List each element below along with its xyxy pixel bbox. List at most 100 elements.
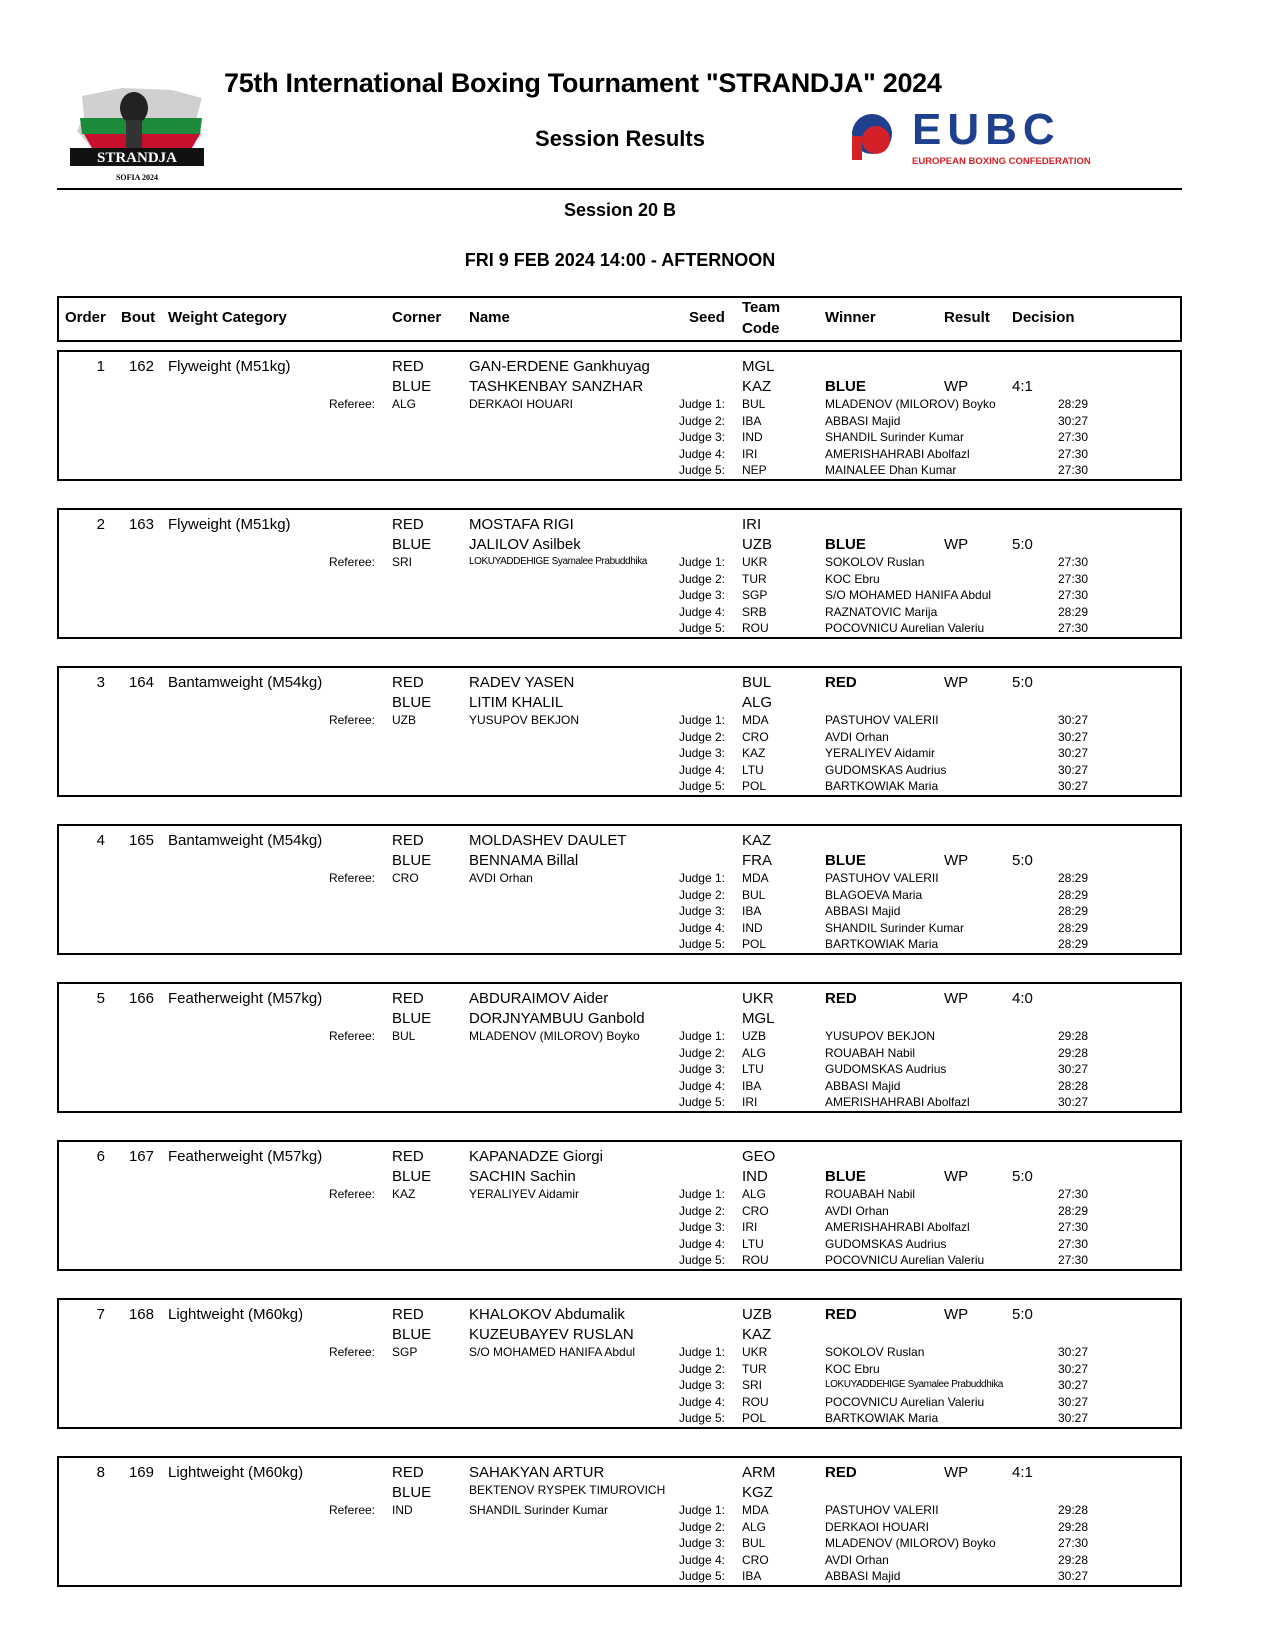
judge-label: Judge 1: — [678, 1503, 725, 1517]
judge-name: BARTKOWIAK Maria — [825, 1411, 939, 1425]
judge-name: DERKAOI HOUARI — [825, 1519, 930, 1534]
judge-country: IBA — [742, 904, 762, 918]
judge-score: 28:29 — [1057, 604, 1088, 619]
col-seed: Seed — [689, 309, 725, 326]
referee-name: LOKUYADDEHIGE Syamalee Prabuddhika — [469, 556, 647, 567]
red-team-code: KAZ — [742, 832, 772, 849]
judge-label: Judge 5: — [678, 463, 725, 477]
referee-name: S/O MOHAMED HANIFA Abdul — [469, 1345, 636, 1359]
judge-name: SHANDIL Surinder Kumar — [825, 920, 964, 935]
judge-label: Judge 4: — [678, 1394, 725, 1409]
judge-name: PASTUHOV VALERII — [825, 713, 939, 727]
judge-score: 29:28 — [1057, 1552, 1088, 1567]
referee-country: IND — [392, 1503, 413, 1517]
referee-label: Referee: — [328, 1345, 375, 1359]
blue-boxer-name: BEKTENOV RYSPEK TIMUROVICH — [469, 1483, 666, 1497]
decision: 5:0 — [1012, 1306, 1033, 1323]
referee-name: MLADENOV (MILOROV) Boyko — [469, 1029, 640, 1043]
referee-label: Referee: — [328, 1029, 375, 1043]
judge-country: SGP — [742, 588, 768, 602]
red-corner: RED — [392, 1464, 424, 1481]
judge-label: Judge 3: — [678, 1062, 725, 1076]
judge-label: Judge 4: — [678, 446, 725, 461]
header-divider — [57, 188, 1182, 190]
weight-category: Bantamweight (M54kg) — [168, 674, 323, 691]
judge-label: Judge 5: — [678, 1569, 725, 1583]
judge-score: 30:27 — [1057, 413, 1088, 428]
weight-category: Lightweight (M60kg) — [168, 1306, 304, 1323]
judge-score: 27:30 — [1057, 1187, 1088, 1201]
judge-score: 30:27 — [1057, 729, 1088, 744]
red-team-code: ARM — [742, 1464, 776, 1481]
result: WP — [944, 990, 969, 1007]
bout-number: 168 — [128, 1306, 154, 1323]
weight-category: Flyweight (M51kg) — [168, 516, 291, 533]
judge-score: 28:29 — [1057, 887, 1088, 902]
judge-name: GUDOMSKAS Audrius — [825, 1236, 947, 1251]
winner: BLUE — [825, 1168, 866, 1185]
judge-score: 28:29 — [1057, 904, 1088, 918]
judge-name: PASTUHOV VALERII — [825, 1503, 939, 1517]
red-team-code: IRI — [742, 516, 762, 533]
judge-country: BUL — [742, 1536, 766, 1550]
judge-name: SOKOLOV Ruslan — [825, 555, 925, 569]
referee-country: KAZ — [392, 1187, 416, 1201]
judge-name: SHANDIL Surinder Kumar — [825, 430, 964, 444]
judge-country: POL — [742, 1411, 767, 1425]
weight-category: Lightweight (M60kg) — [168, 1464, 304, 1481]
judge-score: 27:30 — [1057, 1253, 1088, 1267]
blue-team-code: ALG — [742, 694, 773, 711]
judge-name: MLADENOV (MILOROV) Boyko — [825, 1536, 996, 1550]
bout-number: 165 — [128, 832, 154, 849]
judge-country: TUR — [742, 571, 767, 586]
strandja-logo-subtext: SOFIA 2024 — [116, 173, 158, 182]
result: WP — [944, 1464, 969, 1481]
judge-score: 27:30 — [1057, 1536, 1088, 1550]
bout-block: 1 162 Flyweight (M51kg) RED GAN-ERDENE Gankh… — [57, 350, 1182, 481]
page-title: 75th International Boxing Tournament "ST… — [224, 68, 942, 98]
judge-name: KOC Ebru — [825, 571, 880, 586]
eubc-logo-text: EUBC — [912, 106, 1061, 154]
judge-name: AMERISHAHRABI Abolfazl — [825, 1220, 970, 1234]
bout-block: 7 168 Lightweight (M60kg) RED KHALOKOV Abdum… — [57, 1298, 1182, 1429]
col-decision: Decision — [1012, 309, 1075, 326]
bout-block: 8 169 Lightweight (M60kg) RED SAHAKYAN ARTUR… — [57, 1456, 1182, 1587]
winner: BLUE — [825, 852, 866, 869]
judge-label: Judge 1: — [678, 1345, 725, 1359]
red-boxer-name: RADEV YASEN — [469, 674, 575, 691]
red-team-code: GEO — [742, 1148, 776, 1165]
judge-label: Judge 4: — [678, 1236, 725, 1251]
judge-label: Judge 3: — [678, 904, 725, 918]
judge-country: IBA — [742, 413, 762, 428]
judge-name: SOKOLOV Ruslan — [825, 1345, 925, 1359]
judge-score: 29:28 — [1057, 1519, 1088, 1534]
blue-corner: BLUE — [392, 536, 432, 553]
judge-score: 30:27 — [1057, 762, 1088, 777]
judge-country: ALG — [742, 1519, 767, 1534]
judge-score: 30:27 — [1057, 713, 1088, 727]
judge-score: 30:27 — [1057, 779, 1088, 793]
judge-name: AVDI Orhan — [825, 1203, 889, 1218]
judge-name: RAZNATOVIC Marija — [825, 604, 938, 619]
judge-label: Judge 5: — [678, 1411, 725, 1425]
judge-country: CRO — [742, 1552, 769, 1567]
judge-score: 27:30 — [1057, 1220, 1088, 1234]
table-header: Order Bout Weight Category Corner Name S… — [57, 296, 1182, 342]
winner: RED — [825, 1306, 857, 1323]
red-team-code: UKR — [742, 990, 774, 1007]
winner: RED — [825, 990, 857, 1007]
judge-name: BLAGOEVA Maria — [825, 887, 923, 902]
bout-number: 166 — [128, 990, 154, 1007]
judge-label: Judge 5: — [678, 1095, 725, 1109]
judge-label: Judge 2: — [678, 571, 725, 586]
red-boxer-name: ABDURAIMOV Aider — [469, 990, 609, 1007]
eubc-logo: EUBC EUROPEAN BOXING CONFEDERATION — [850, 105, 1180, 168]
judge-country: MDA — [742, 1503, 769, 1517]
judge-country: NEP — [742, 463, 767, 477]
bout-block: 6 167 Featherweight (M57kg) RED KAPANADZE Gi… — [57, 1140, 1182, 1271]
referee-name: DERKAOI HOUARI — [469, 397, 574, 411]
referee-name: YERALIYEV Aidamir — [469, 1187, 580, 1201]
judge-label: Judge 1: — [678, 1029, 725, 1043]
judge-label: Judge 4: — [678, 1552, 725, 1567]
red-corner: RED — [392, 990, 424, 1007]
